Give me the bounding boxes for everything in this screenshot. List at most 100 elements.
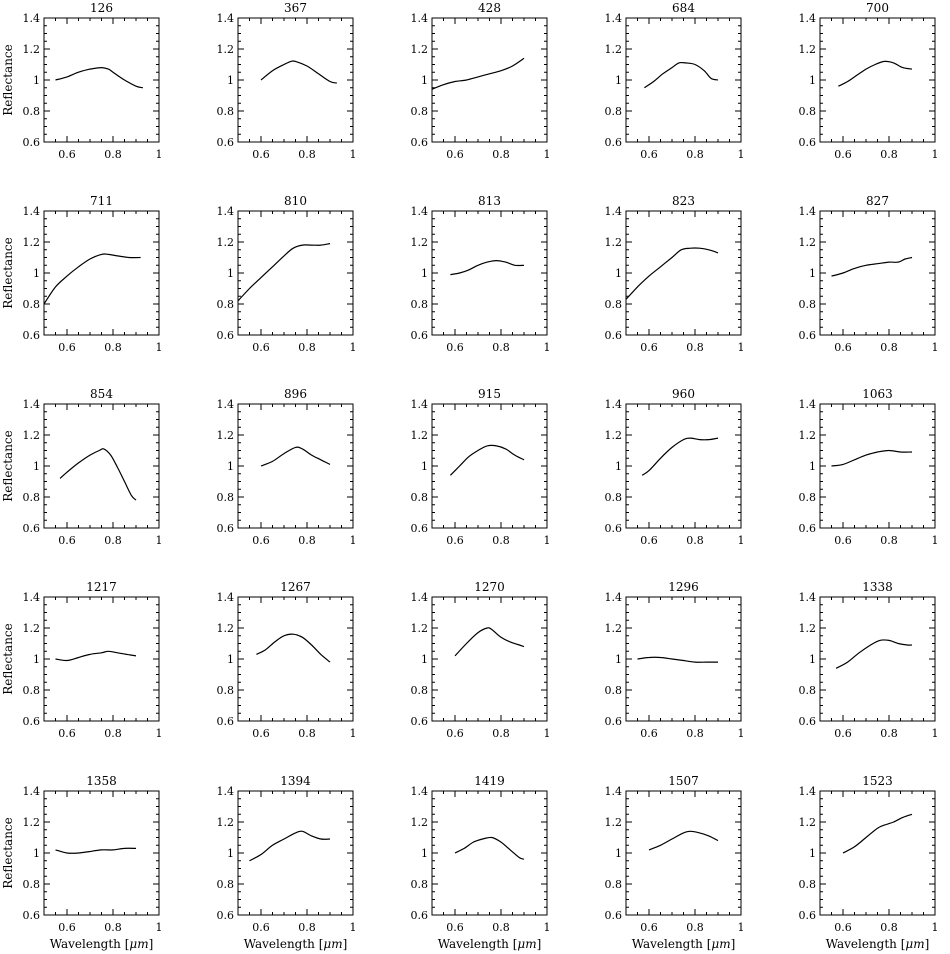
- plot-frame: [819, 790, 936, 916]
- y-tick-label: 0.8: [23, 878, 41, 891]
- x-tick-label: 1: [544, 148, 551, 161]
- plot-frame: [431, 596, 548, 722]
- panel-810: 810 0.6 0.8 1 1.2 1.4 0.6 0.8 1: [217, 194, 357, 354]
- x-tick-label: 0.8: [880, 534, 898, 547]
- panel-1358: 1358 0.6 0.8 1 1.2 1.4 0.6 0.8 1: [23, 774, 163, 934]
- plot-frame: [625, 596, 742, 722]
- y-tick-label: 0.8: [23, 491, 41, 504]
- x-tick-label: 0.8: [492, 148, 510, 161]
- y-tick-label: 1.4: [799, 205, 817, 218]
- y-tick-label: 0.6: [217, 522, 235, 535]
- panel-854: 854 0.6 0.8 1 1.2 1.4 0.6 0.8 1: [23, 387, 163, 547]
- y-tick-label: 0.6: [23, 909, 41, 922]
- y-axis-label: Reflectance: [1, 44, 15, 116]
- plot-frame: [237, 596, 354, 722]
- spectrum-line: [450, 259, 525, 276]
- y-tick-label: 0.8: [411, 491, 429, 504]
- y-tick-label: 1.4: [217, 591, 235, 604]
- x-tick-label: 0.6: [58, 148, 76, 161]
- panel-1419: 1419 0.6 0.8 1 1.2 1.4 0.6 0.8 1: [411, 774, 551, 934]
- x-tick-label: 0.6: [252, 921, 270, 934]
- panel-title: 367: [284, 1, 307, 15]
- spectrum-line: [237, 243, 331, 302]
- y-tick-label: 1.4: [23, 785, 41, 798]
- plot-frame: [625, 17, 742, 143]
- y-tick-label: 0.8: [605, 684, 623, 697]
- x-tick-label: 0.8: [104, 727, 122, 740]
- y-tick-label: 0.6: [411, 909, 429, 922]
- spectrum-line: [55, 847, 137, 854]
- panel-823: 823 0.6 0.8 1 1.2 1.4 0.6 0.8 1: [605, 194, 745, 354]
- x-tick-label: 0.8: [104, 534, 122, 547]
- y-tick-label: 0.6: [217, 329, 235, 342]
- y-tick-label: 0.8: [217, 684, 235, 697]
- spectrum-line: [431, 57, 525, 90]
- y-tick-label: 0.6: [411, 715, 429, 728]
- panel-title: 827: [866, 194, 889, 208]
- x-tick-label: 1: [156, 148, 163, 161]
- y-axis-label: Reflectance: [1, 237, 15, 309]
- x-tick-label: 0.6: [252, 534, 270, 547]
- y-tick-label: 1.2: [411, 236, 429, 249]
- y-tick-label: 0.8: [799, 105, 817, 118]
- y-tick-label: 1.2: [411, 429, 429, 442]
- spectrum-line: [55, 650, 137, 662]
- y-tick-label: 0.8: [23, 105, 41, 118]
- panel-title: 1267: [280, 580, 311, 594]
- panel-428: 428 0.6 0.8 1 1.2 1.4 0.6 0.8 1: [411, 1, 551, 161]
- x-tick-label: 0.6: [640, 921, 658, 934]
- x-tick-label: 0.8: [686, 341, 704, 354]
- y-tick-label: 1.2: [411, 816, 429, 829]
- x-tick-label: 0.8: [492, 727, 510, 740]
- y-tick-label: 1: [809, 847, 816, 860]
- y-tick-label: 1: [421, 74, 428, 87]
- y-tick-label: 1.4: [23, 398, 41, 411]
- y-tick-label: 1.2: [605, 816, 623, 829]
- y-tick-label: 1.2: [217, 816, 235, 829]
- x-tick-label: 1: [932, 727, 939, 740]
- x-tick-label: 0.8: [686, 921, 704, 934]
- x-tick-label: 1: [738, 341, 745, 354]
- panel-367: 367 0.6 0.8 1 1.2 1.4 0.6 0.8 1: [217, 1, 357, 161]
- y-tick-label: 0.8: [605, 105, 623, 118]
- panel-126: 126 0.6 0.8 1 1.2 1.4 0.6 0.8 1: [23, 1, 163, 161]
- x-axis-label: Wavelength [μm]: [826, 937, 930, 951]
- y-tick-label: 1: [227, 74, 234, 87]
- panel-title: 960: [672, 387, 695, 401]
- x-tick-label: 1: [156, 921, 163, 934]
- spectrum-line: [260, 446, 331, 467]
- y-tick-label: 0.6: [605, 522, 623, 535]
- panel-title: 126: [90, 1, 113, 15]
- panel-title: 1217: [86, 580, 117, 594]
- x-tick-label: 0.6: [252, 341, 270, 354]
- y-tick-label: 0.6: [605, 136, 623, 149]
- y-tick-label: 0.6: [23, 329, 41, 342]
- plot-frame: [43, 17, 160, 143]
- panel-1063: 1063 0.6 0.8 1 1.2 1.4 0.6 0.8 1: [799, 387, 939, 547]
- y-tick-label: 1.4: [605, 785, 623, 798]
- x-tick-label: 0.6: [640, 148, 658, 161]
- y-tick-label: 0.6: [799, 329, 817, 342]
- y-tick-label: 1.4: [799, 785, 817, 798]
- y-tick-label: 1.2: [23, 236, 41, 249]
- panel-827: 827 0.6 0.8 1 1.2 1.4 0.6 0.8 1: [799, 194, 939, 354]
- panel-684: 684 0.6 0.8 1 1.2 1.4 0.6 0.8 1: [605, 1, 745, 161]
- x-tick-label: 0.6: [446, 727, 464, 740]
- x-tick-label: 0.6: [640, 534, 658, 547]
- plot-frame: [43, 403, 160, 529]
- x-tick-label: 1: [932, 921, 939, 934]
- y-tick-label: 1.4: [23, 591, 41, 604]
- panel-1217: 1217 0.6 0.8 1 1.2 1.4 0.6 0.8 1: [23, 580, 163, 740]
- panel-title: 1063: [862, 387, 893, 401]
- panel-title: 896: [284, 387, 307, 401]
- spectrum-line: [454, 836, 525, 860]
- y-tick-label: 1.2: [217, 429, 235, 442]
- panel-1394: 1394 0.6 0.8 1 1.2 1.4 0.6 0.8 1: [217, 774, 357, 934]
- x-tick-label: 1: [738, 534, 745, 547]
- panel-title: 810: [284, 194, 307, 208]
- x-tick-label: 0.6: [640, 341, 658, 354]
- spectrum-line: [43, 253, 141, 305]
- panel-1338: 1338 0.6 0.8 1 1.2 1.4 0.6 0.8 1: [799, 580, 939, 740]
- y-tick-label: 0.6: [23, 522, 41, 535]
- y-tick-label: 0.8: [411, 105, 429, 118]
